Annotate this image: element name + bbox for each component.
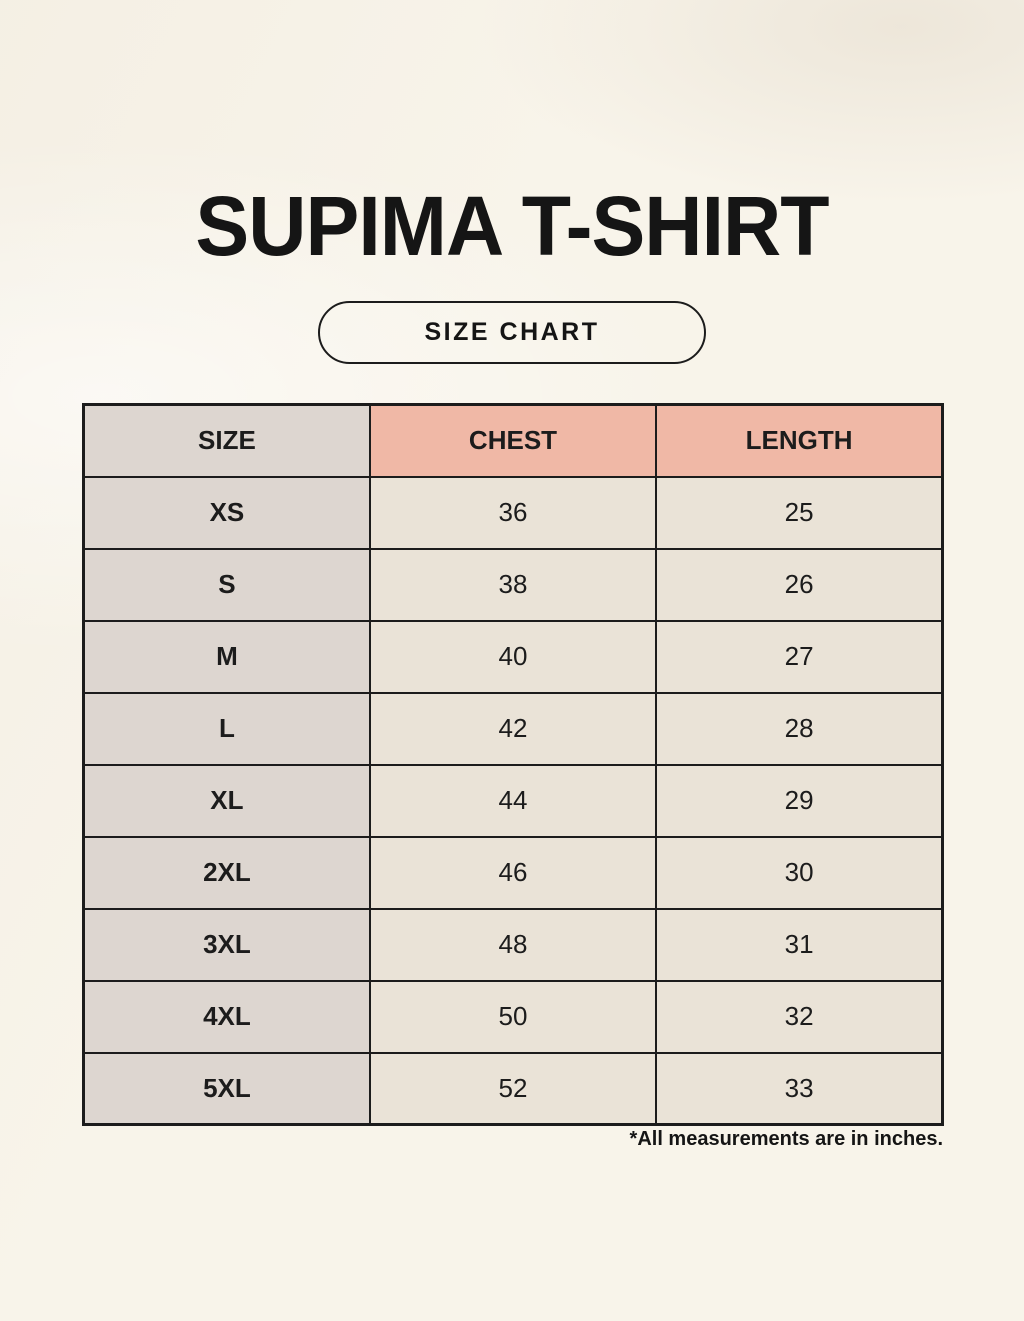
table-row: 5XL 52 33: [82, 1051, 944, 1126]
footnote: *All measurements are in inches.: [629, 1128, 943, 1150]
length-value: 25: [655, 475, 944, 550]
chest-value: 40: [368, 619, 658, 694]
chest-value: 46: [368, 835, 658, 910]
chest-value: 38: [368, 547, 658, 622]
size-label: 2XL: [82, 835, 371, 910]
size-chart-badge-label: SIZE CHART: [424, 318, 600, 346]
length-value: 26: [655, 547, 944, 622]
table-row: 3XL 48 31: [82, 907, 944, 982]
column-header-size: SIZE: [82, 403, 371, 478]
table-row: XL 44 29: [82, 763, 944, 838]
size-label: S: [82, 547, 371, 622]
table-row: M 40 27: [82, 619, 944, 694]
size-label: 4XL: [82, 979, 371, 1054]
size-label: 3XL: [82, 907, 371, 982]
size-label: XS: [82, 475, 371, 550]
size-chart-badge: SIZE CHART: [318, 301, 706, 364]
size-label: L: [82, 691, 371, 766]
column-header-length: LENGTH: [655, 403, 944, 478]
table-row: 4XL 50 32: [82, 979, 944, 1054]
chest-value: 50: [368, 979, 658, 1054]
column-header-chest: CHEST: [368, 403, 658, 478]
chest-value: 44: [368, 763, 658, 838]
table-row: S 38 26: [82, 547, 944, 622]
size-label: XL: [82, 763, 371, 838]
chest-value: 48: [368, 907, 658, 982]
length-value: 27: [655, 619, 944, 694]
length-value: 32: [655, 979, 944, 1054]
chest-value: 52: [368, 1051, 658, 1126]
length-value: 28: [655, 691, 944, 766]
table-row: 2XL 46 30: [82, 835, 944, 910]
size-label: M: [82, 619, 371, 694]
table-header-row: SIZE CHEST LENGTH: [82, 403, 944, 478]
table-row: XS 36 25: [82, 475, 944, 550]
size-label: 5XL: [82, 1051, 371, 1126]
length-value: 29: [655, 763, 944, 838]
length-value: 33: [655, 1051, 944, 1126]
table-row: L 42 28: [82, 691, 944, 766]
length-value: 30: [655, 835, 944, 910]
chest-value: 36: [368, 475, 658, 550]
length-value: 31: [655, 907, 944, 982]
chest-value: 42: [368, 691, 658, 766]
page-title: SUPIMA T-SHIRT: [195, 179, 829, 273]
size-table: SIZE CHEST LENGTH XS 36 25 S 38 26 M 40 …: [82, 403, 944, 1126]
